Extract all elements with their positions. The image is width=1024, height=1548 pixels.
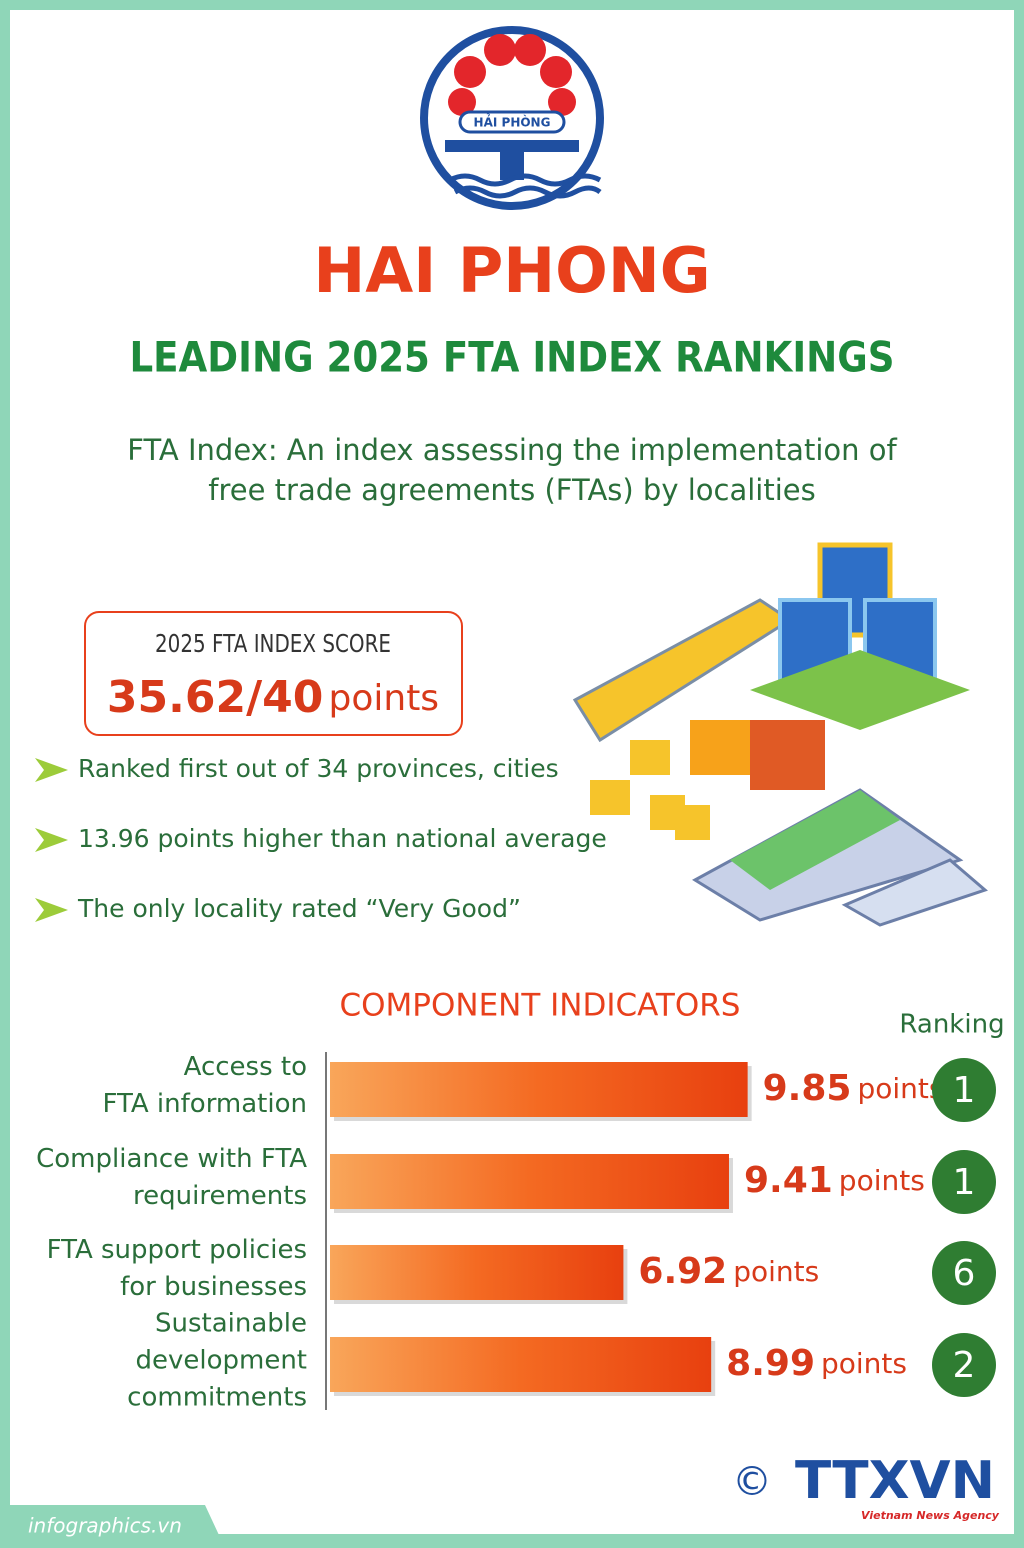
- bar: [330, 1245, 624, 1300]
- score-value: 35.62/40: [107, 672, 323, 723]
- highlight: The only locality rated “Very Good”: [77, 894, 521, 923]
- value: 8.99: [726, 1343, 815, 1384]
- value-label: 6.92 points: [638, 1251, 819, 1292]
- ranking-label: Ranking: [899, 1010, 1004, 1040]
- rank: 2: [953, 1345, 976, 1386]
- rank-badge: [932, 1333, 996, 1397]
- value-unit: points: [857, 1072, 943, 1105]
- description: free trade agreements (FTAs) by localiti…: [208, 473, 815, 507]
- rank: 1: [953, 1162, 976, 1203]
- bullet-arrow: [35, 828, 68, 852]
- category-label: FTA information: [103, 1089, 307, 1119]
- highlight: 13.96 points higher than national averag…: [78, 824, 607, 853]
- value: 9.85: [763, 1068, 852, 1109]
- title: HAI PHONG: [313, 234, 710, 307]
- value: 6.92: [638, 1251, 727, 1292]
- bullet-arrow: [35, 898, 68, 922]
- chart-title: COMPONENT INDICATORS: [340, 988, 741, 1024]
- rank-badge: [932, 1150, 996, 1214]
- bar: [330, 1154, 729, 1209]
- category-label: requirements: [133, 1181, 307, 1211]
- illustration: [572, 542, 988, 927]
- rank: 1: [953, 1070, 976, 1111]
- bar: [330, 1062, 748, 1117]
- value-label: 9.85 points: [763, 1068, 944, 1109]
- value-label: 8.99 points: [726, 1343, 907, 1384]
- category-label: for businesses: [120, 1272, 307, 1302]
- value-unit: points: [821, 1347, 907, 1380]
- value-unit: points: [839, 1164, 925, 1197]
- score-box: [84, 611, 463, 736]
- copyright: ©: [732, 1459, 772, 1505]
- logo: HẢI PHÒNG: [420, 26, 604, 210]
- value-label: 9.41 points: [744, 1160, 925, 1201]
- footer-strip: [0, 1505, 225, 1548]
- category-label: development: [135, 1346, 307, 1376]
- category-label: commitments: [127, 1383, 307, 1413]
- score: 35.62/40 points: [107, 672, 439, 723]
- logo-text: HẢI PHÒNG: [474, 114, 551, 130]
- value-unit: points: [733, 1255, 819, 1288]
- highlight: Ranked first out of 34 provinces, cities: [78, 754, 559, 783]
- value: 9.41: [744, 1160, 833, 1201]
- score-label: 2025 FTA INDEX SCORE: [155, 629, 391, 658]
- description: FTA Index: An index assessing the implem…: [127, 433, 897, 467]
- rank-badge: [932, 1058, 996, 1122]
- bullet-arrow: [35, 758, 68, 782]
- rank: 6: [953, 1253, 976, 1294]
- agency: TTXVN: [795, 1451, 995, 1511]
- subtitle: LEADING 2025 FTA INDEX RANKINGS: [130, 333, 895, 382]
- category-label: Compliance with FTA: [36, 1144, 307, 1174]
- category-label: Access to: [184, 1052, 307, 1082]
- bar: [330, 1337, 712, 1392]
- score-unit: points: [329, 678, 440, 719]
- category-label: Sustainable: [155, 1309, 307, 1339]
- source: infographics.vn: [28, 1514, 182, 1538]
- agency-name: Vietnam News Agency: [861, 1509, 1000, 1522]
- rank-badge: [932, 1241, 996, 1305]
- category-label: FTA support policies: [47, 1235, 307, 1265]
